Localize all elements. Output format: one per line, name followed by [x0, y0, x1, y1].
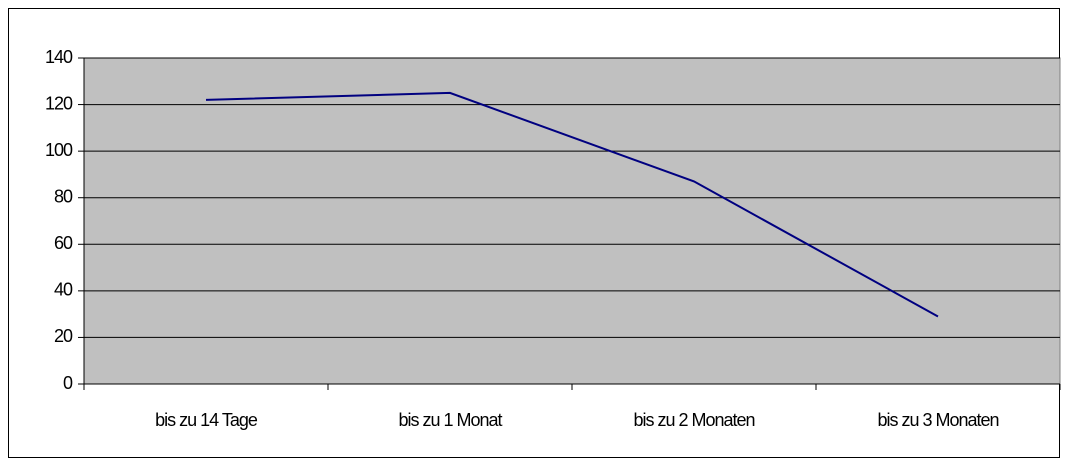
y-tick-label: 60	[54, 233, 73, 253]
y-tick-label: 20	[54, 326, 73, 346]
x-tick-label: bis zu 14 Tage	[155, 410, 258, 430]
x-tick-label: bis zu 2 Monaten	[633, 410, 754, 430]
y-tick-label: 120	[45, 93, 73, 113]
data-line	[205, 91, 939, 318]
y-tick-label: 100	[45, 140, 73, 160]
y-tick-label: 80	[54, 186, 73, 206]
y-tick-label: 140	[45, 47, 73, 67]
x-tick-label: bis zu 3 Monaten	[877, 410, 998, 430]
y-tick-label: 0	[63, 373, 73, 393]
y-tick-label: 40	[54, 280, 73, 300]
plot-area	[83, 57, 1061, 385]
x-tick-label: bis zu 1 Monat	[398, 410, 502, 430]
